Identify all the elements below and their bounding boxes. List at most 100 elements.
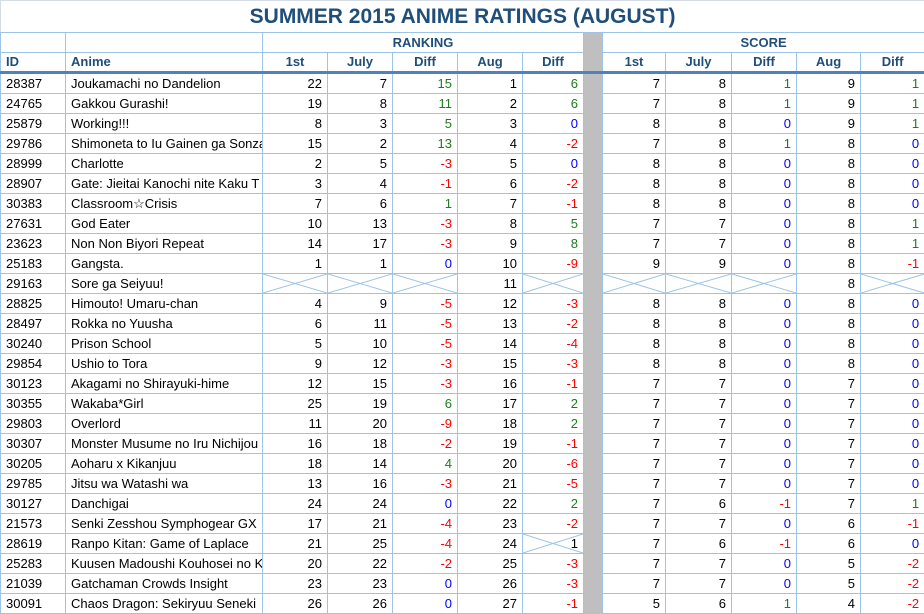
cell-score-aug[interactable]: 5 (796, 553, 861, 574)
col-header-ranking-diff-july[interactable]: Diff (392, 52, 458, 74)
cell-score-aug[interactable]: 9 (796, 93, 861, 114)
cell-ranking-diff-aug[interactable]: -3 (522, 293, 584, 314)
cell-score-july[interactable]: 7 (665, 513, 732, 534)
cell-ranking-diff-aug[interactable]: -1 (522, 193, 584, 214)
cell-ranking-july[interactable]: 19 (327, 393, 393, 414)
cell-score-diff-aug[interactable]: 0 (859, 413, 924, 434)
cell-ranking-july[interactable]: 15 (327, 373, 393, 394)
cell-ranking-aug[interactable]: 16 (457, 373, 523, 394)
cell-score-diff-july[interactable]: 0 (731, 113, 797, 134)
cell-ranking-1st[interactable]: 7 (262, 193, 328, 214)
cell-ranking-1st[interactable]: 14 (262, 233, 328, 254)
cell-score-1st[interactable]: 7 (602, 493, 666, 514)
cell-anime-title[interactable]: Aoharu x Kikanjuu (65, 453, 263, 474)
cell-score-1st[interactable]: 7 (602, 433, 666, 454)
cell-ranking-1st[interactable] (262, 273, 328, 294)
cell-ranking-july[interactable]: 13 (327, 213, 393, 234)
cell-ranking-diff-aug[interactable]: 0 (522, 113, 584, 134)
cell-ranking-aug[interactable]: 10 (457, 253, 523, 274)
cell-ranking-1st[interactable]: 5 (262, 333, 328, 354)
cell-ranking-aug[interactable]: 6 (457, 173, 523, 194)
cell-ranking-diff-aug[interactable]: -1 (522, 433, 584, 454)
cell-ranking-diff-aug[interactable]: -5 (522, 473, 584, 494)
cell-ranking-aug[interactable]: 7 (457, 193, 523, 214)
cell-score-aug[interactable]: 4 (796, 593, 861, 614)
cell-ranking-1st[interactable]: 21 (262, 533, 328, 554)
cell-score-1st[interactable]: 7 (602, 373, 666, 394)
cell-ranking-diff-aug[interactable]: -2 (522, 513, 584, 534)
cell-ranking-1st[interactable]: 1 (262, 253, 328, 274)
col-header-id[interactable]: ID (0, 52, 66, 74)
cell-ranking-1st[interactable]: 12 (262, 373, 328, 394)
cell-ranking-aug[interactable]: 21 (457, 473, 523, 494)
cell-anime-title[interactable]: Ushio to Tora (65, 353, 263, 374)
cell-score-diff-july[interactable]: 0 (731, 553, 797, 574)
cell-score-july[interactable]: 8 (665, 333, 732, 354)
cell-ranking-diff-july[interactable]: 0 (392, 573, 458, 594)
cell-id[interactable]: 24765 (0, 93, 66, 114)
cell-id[interactable]: 28825 (0, 293, 66, 314)
cell-score-diff-aug[interactable]: -2 (859, 573, 924, 594)
cell-ranking-aug[interactable]: 20 (457, 453, 523, 474)
cell-ranking-diff-aug[interactable]: 2 (522, 413, 584, 434)
cell-ranking-july[interactable]: 6 (327, 193, 393, 214)
cell-ranking-july[interactable]: 16 (327, 473, 393, 494)
cell-ranking-july[interactable]: 25 (327, 533, 393, 554)
cell-score-aug[interactable]: 7 (796, 453, 861, 474)
cell-id[interactable]: 29786 (0, 133, 66, 154)
cell-score-aug[interactable]: 8 (796, 193, 861, 214)
cell-score-diff-aug[interactable]: 1 (859, 93, 924, 114)
cell-ranking-diff-july[interactable]: -3 (392, 473, 458, 494)
cell-score-1st[interactable]: 7 (602, 453, 666, 474)
cell-score-diff-aug[interactable]: 0 (859, 473, 924, 494)
cell-score-diff-aug[interactable]: -1 (859, 253, 924, 274)
cell-score-1st[interactable]: 7 (602, 133, 666, 154)
cell-ranking-diff-july[interactable]: -4 (392, 513, 458, 534)
cell-ranking-diff-july[interactable]: 15 (392, 72, 458, 94)
cell-anime-title[interactable]: Gangsta. (65, 253, 263, 274)
cell-score-july[interactable]: 6 (665, 593, 732, 614)
cell-id[interactable]: 25183 (0, 253, 66, 274)
cell-score-july[interactable]: 8 (665, 313, 732, 334)
cell-score-july[interactable]: 8 (665, 173, 732, 194)
cell-score-aug[interactable]: 8 (796, 133, 861, 154)
cell-score-1st[interactable]: 7 (602, 473, 666, 494)
cell-anime-title[interactable]: Gate: Jieitai Kanochi nite Kaku T (65, 173, 263, 194)
cell-score-diff-july[interactable]: 0 (731, 413, 797, 434)
cell-ranking-diff-aug[interactable]: 1 (522, 533, 584, 554)
cell-ranking-july[interactable]: 8 (327, 93, 393, 114)
cell-ranking-1st[interactable]: 13 (262, 473, 328, 494)
cell-anime-title[interactable]: Wakaba*Girl (65, 393, 263, 414)
cell-ranking-diff-aug[interactable]: 8 (522, 233, 584, 254)
cell-ranking-1st[interactable]: 20 (262, 553, 328, 574)
col-header-score-diff-aug[interactable]: Diff (859, 52, 924, 74)
col-header-ranking-aug[interactable]: Aug (457, 52, 523, 74)
cell-ranking-1st[interactable]: 18 (262, 453, 328, 474)
col-header-ranking-diff-aug[interactable]: Diff (522, 52, 584, 74)
cell-score-1st[interactable]: 7 (602, 413, 666, 434)
cell-score-diff-aug[interactable]: 1 (859, 72, 924, 94)
cell-anime-title[interactable]: Jitsu wa Watashi wa (65, 473, 263, 494)
cell-score-1st[interactable] (602, 273, 666, 294)
cell-ranking-july[interactable] (327, 273, 393, 294)
cell-ranking-diff-july[interactable]: -9 (392, 413, 458, 434)
cell-score-diff-aug[interactable]: 1 (859, 113, 924, 134)
cell-ranking-diff-aug[interactable]: 5 (522, 213, 584, 234)
cell-ranking-diff-july[interactable]: -5 (392, 333, 458, 354)
cell-score-diff-july[interactable]: 0 (731, 233, 797, 254)
cell-ranking-diff-july[interactable]: -3 (392, 353, 458, 374)
cell-score-aug[interactable]: 8 (796, 313, 861, 334)
cell-anime-title[interactable]: Classroom☆Crisis (65, 193, 263, 214)
cell-score-aug[interactable]: 8 (796, 233, 861, 254)
cell-score-diff-july[interactable]: 0 (731, 293, 797, 314)
cell-score-july[interactable]: 8 (665, 133, 732, 154)
col-header-score-july[interactable]: July (665, 52, 732, 74)
cell-score-1st[interactable]: 8 (602, 193, 666, 214)
cell-id[interactable]: 30383 (0, 193, 66, 214)
cell-score-july[interactable]: 7 (665, 553, 732, 574)
cell-ranking-1st[interactable]: 6 (262, 313, 328, 334)
cell-score-diff-aug[interactable]: 0 (859, 393, 924, 414)
cell-ranking-july[interactable]: 23 (327, 573, 393, 594)
cell-score-aug[interactable]: 8 (796, 253, 861, 274)
cell-score-aug[interactable]: 8 (796, 293, 861, 314)
